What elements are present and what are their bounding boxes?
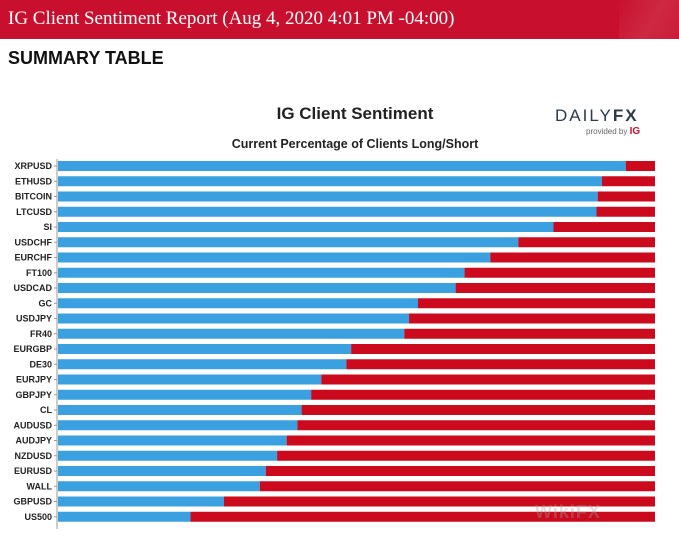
category-label: EURCHF — [15, 253, 53, 263]
short-bar-usdjpy — [409, 313, 655, 324]
short-bar-cl — [301, 405, 655, 415]
category-label: AUDJPY — [15, 436, 52, 446]
category-label: WALL — [27, 481, 53, 491]
dailyfx-logo: DAILYFX provided by IG — [548, 106, 658, 140]
short-bar-gbpjpy — [311, 389, 655, 400]
section-heading: SUMMARY TABLE — [8, 48, 164, 68]
long-bar-fr40 — [58, 328, 405, 339]
category-label: GBPJPY — [15, 390, 52, 400]
long-bar-xrpusd — [58, 161, 626, 171]
short-bar-eurgbp — [351, 344, 655, 354]
category-label: BITCOIN — [15, 192, 52, 202]
short-bar-gbpusd — [223, 496, 655, 507]
short-bar-audusd — [297, 420, 655, 431]
long-bar-usdjpy — [58, 313, 410, 324]
category-label: USDCAD — [13, 283, 52, 293]
short-bar-ethusd — [601, 176, 655, 187]
category-label: CL — [40, 405, 52, 415]
long-bar-ltcusd — [58, 206, 597, 217]
long-bar-wall — [58, 481, 260, 492]
category-label: US500 — [24, 512, 52, 522]
long-bar-eurchf — [58, 252, 491, 263]
short-bar-nzdusd — [277, 450, 655, 461]
category-label: EURGBP — [13, 344, 52, 354]
long-bar-gbpjpy — [58, 389, 312, 400]
category-label: AUDUSD — [13, 420, 52, 430]
short-bar-xrpusd — [625, 161, 655, 171]
short-bar-bitcoin — [597, 191, 655, 202]
report-title: IG Client Sentiment Report (Aug 4, 2020 … — [8, 8, 455, 29]
long-bar-gc — [58, 298, 418, 309]
long-bar-us500 — [58, 511, 191, 522]
short-bar-fr40 — [404, 328, 655, 339]
short-bar-wall — [259, 481, 655, 492]
long-bar-cl — [58, 405, 302, 415]
category-label: GC — [39, 298, 53, 308]
long-bar-nzdusd — [58, 450, 278, 461]
chart-subtitle: Current Percentage of Clients Long/Short — [231, 137, 479, 151]
long-bar-audjpy — [58, 435, 287, 446]
long-bar-bitcoin — [58, 191, 598, 202]
short-bar-usdcad — [455, 283, 655, 293]
logo-provided-text: provided by — [586, 127, 628, 136]
long-bar-ethusd — [58, 176, 602, 187]
long-bar-eurgbp — [58, 344, 352, 354]
category-label: EURUSD — [14, 466, 53, 476]
chart-title: IG Client Sentiment — [276, 104, 434, 123]
category-label: USDJPY — [16, 314, 52, 324]
watermark: WikiFX — [535, 502, 601, 522]
long-bar-usdcad — [58, 283, 456, 293]
category-label: GBPUSD — [13, 497, 52, 507]
category-label: USDCHF — [15, 237, 53, 247]
category-label: SI — [43, 222, 52, 232]
long-bar-eurjpy — [58, 374, 322, 385]
long-bar-si — [58, 222, 554, 232]
category-label: EURJPY — [16, 375, 52, 385]
category-label: ETHUSD — [15, 176, 53, 186]
long-bar-usdchf — [58, 237, 519, 248]
logo-wordmark-fx: FX — [612, 106, 639, 125]
logo-wordmark-daily: DAILY — [555, 106, 613, 125]
short-bar-eurchf — [490, 252, 655, 263]
short-bar-si — [553, 222, 655, 232]
short-bar-ft100 — [464, 267, 655, 278]
logo-wordmark: DAILYFX — [555, 106, 639, 126]
logo-ig: IG — [629, 126, 641, 137]
category-label: DE30 — [29, 359, 52, 369]
long-bar-de30 — [58, 359, 347, 370]
category-label: NZDUSD — [15, 451, 53, 461]
short-bar-audjpy — [286, 435, 655, 446]
short-bar-eurjpy — [321, 374, 655, 385]
short-bar-ltcusd — [596, 206, 655, 217]
report-banner: IG Client Sentiment Report (Aug 4, 2020 … — [0, 0, 679, 39]
category-label: FT100 — [26, 268, 52, 278]
category-label: LTCUSD — [16, 207, 52, 217]
banner-decoration — [619, 0, 679, 39]
short-bar-gc — [417, 298, 655, 309]
category-label: FR40 — [30, 329, 52, 339]
short-bar-us500 — [190, 511, 655, 522]
long-bar-ft100 — [58, 267, 465, 278]
short-bar-de30 — [346, 359, 655, 370]
short-bar-usdchf — [518, 237, 655, 248]
long-bar-gbpusd — [58, 496, 224, 507]
category-label: XRPUSD — [14, 161, 52, 171]
short-bar-eurusd — [265, 466, 655, 476]
long-bar-eurusd — [58, 466, 266, 476]
long-bar-audusd — [58, 420, 298, 431]
logo-provided-by: provided by IG — [586, 126, 640, 137]
